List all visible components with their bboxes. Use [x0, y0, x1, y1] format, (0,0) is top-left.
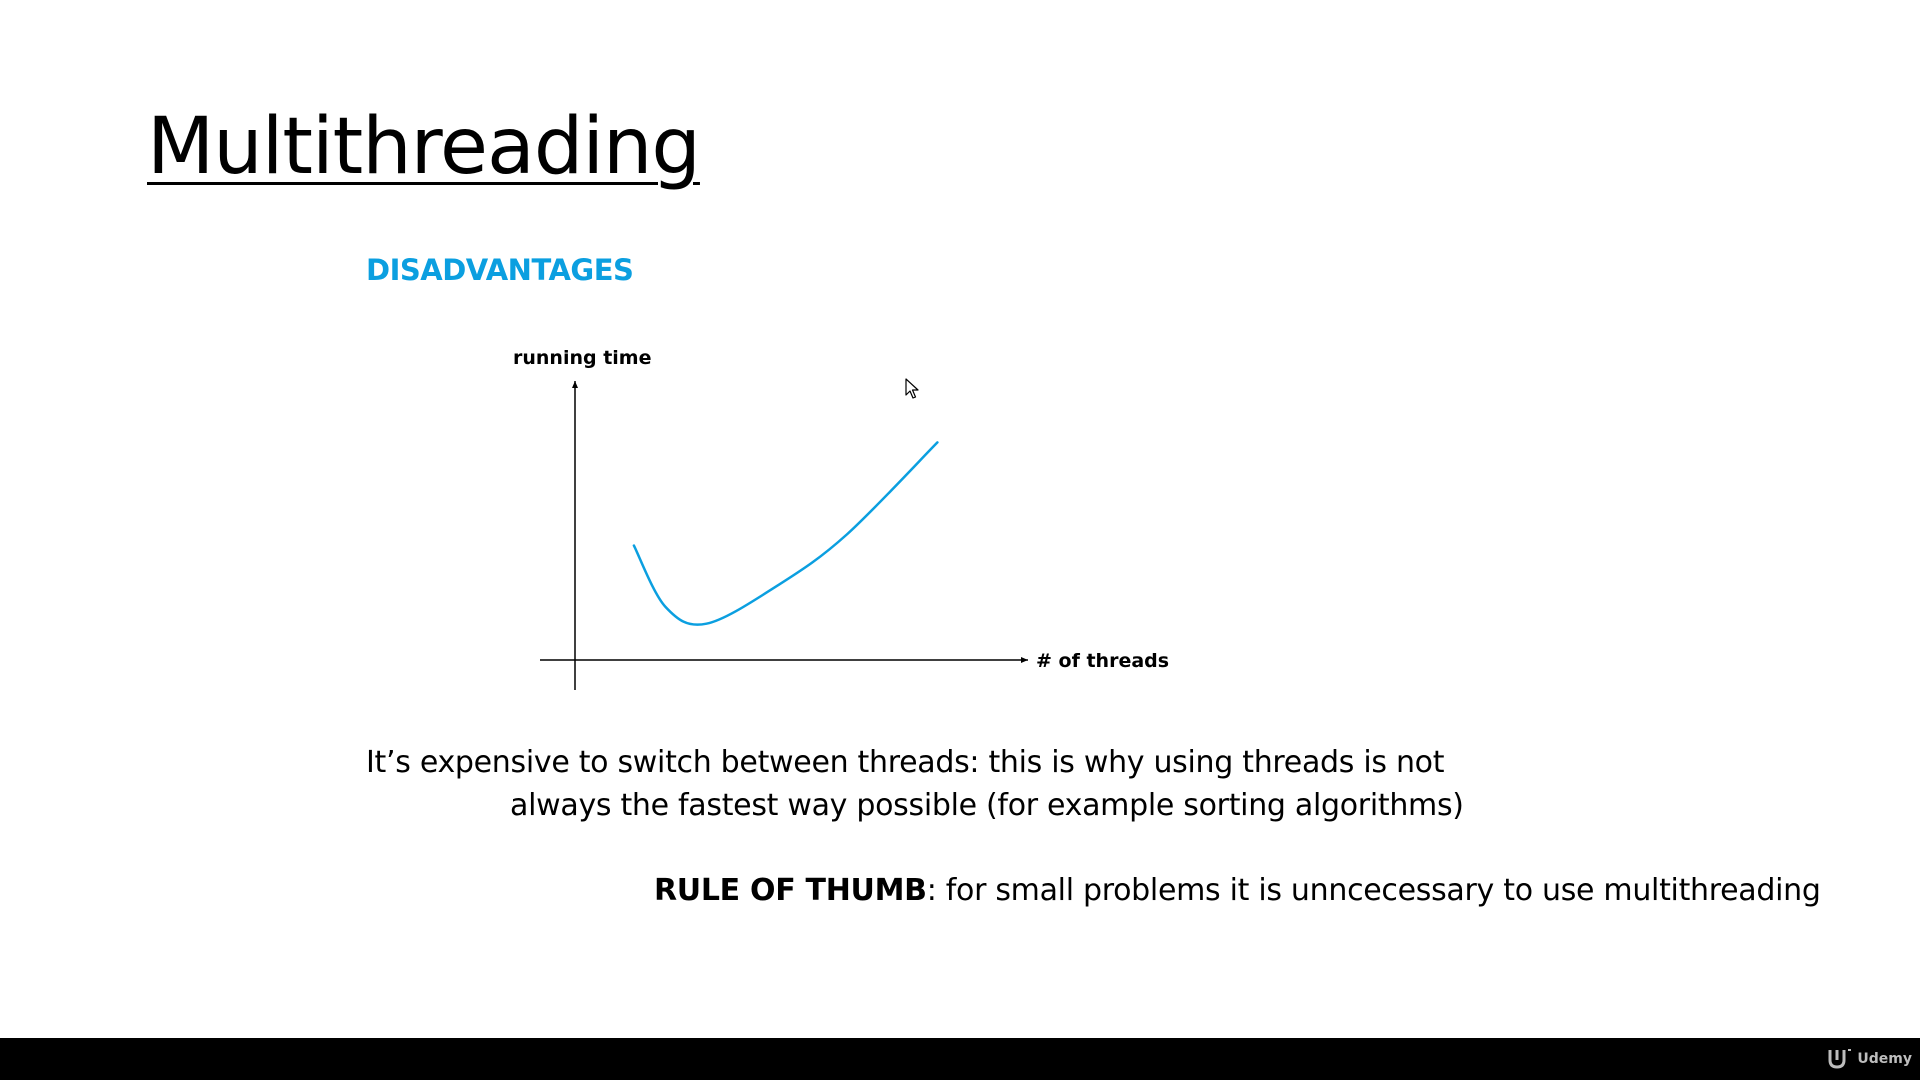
running-time-chart: running time # of threads	[513, 347, 1169, 690]
body-text-line-2: always the fastest way possible (for exa…	[510, 788, 1464, 823]
rule-of-thumb-text: : for small problems it is unncecessary …	[926, 873, 1821, 908]
mouse-pointer-icon	[905, 378, 919, 399]
rule-of-thumb-label: RULE OF THUMB	[654, 873, 927, 908]
rule-of-thumb: RULE OF THUMB: for small problems it is …	[654, 876, 1821, 906]
y-axis-label: running time	[513, 347, 651, 369]
udemy-brand: Udemy	[1827, 1048, 1912, 1070]
x-axis-label: # of threads	[1036, 650, 1169, 672]
slide: Multithreading DISADVANTAGES running tim…	[147, 102, 1821, 906]
slide-title: Multithreading	[147, 102, 701, 192]
player-bottom-bar: Udemy	[0, 1038, 1920, 1080]
body-text-line-1: It’s expensive to switch between threads…	[366, 745, 1445, 780]
udemy-logo-icon	[1828, 1049, 1852, 1069]
slide-subtitle: DISADVANTAGES	[366, 253, 634, 287]
udemy-brand-label: Udemy	[1857, 1051, 1912, 1067]
running-time-curve	[632, 441, 939, 626]
